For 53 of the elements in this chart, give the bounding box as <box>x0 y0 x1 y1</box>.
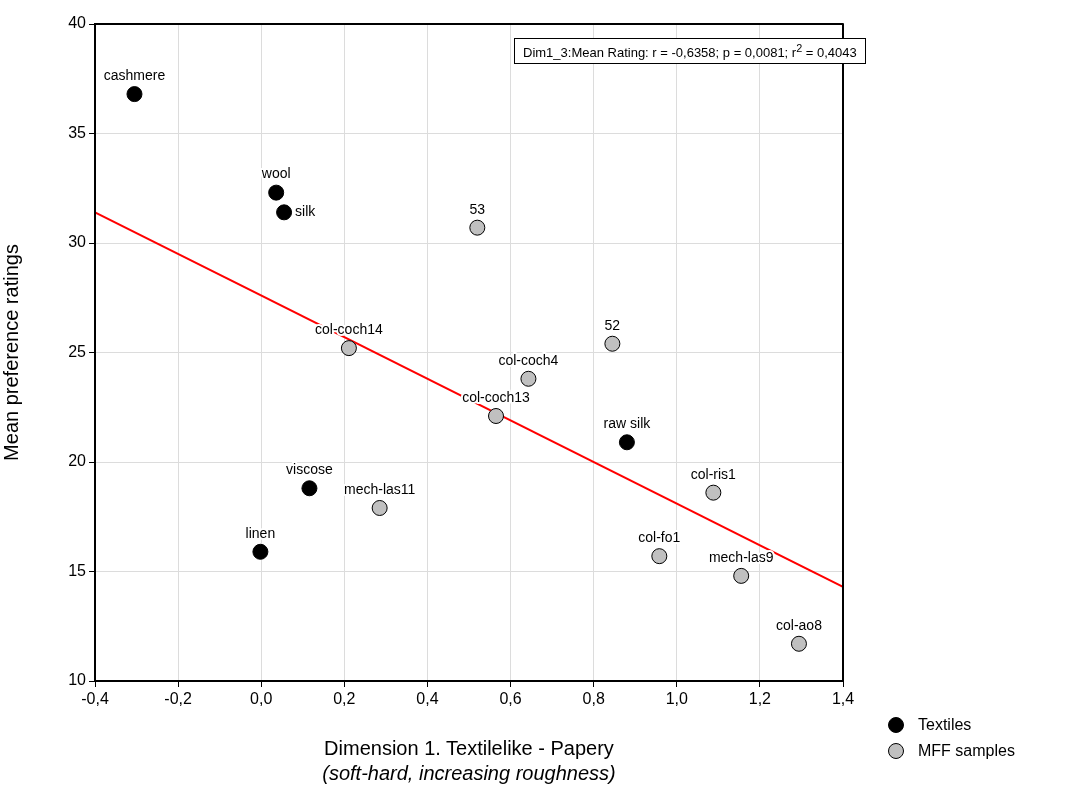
point <box>252 543 269 560</box>
point <box>371 499 388 516</box>
y-tick-label: 40 <box>68 14 87 32</box>
x-tick-label: -0,2 <box>164 690 192 708</box>
annotation: col-ris1 <box>690 465 737 482</box>
x-tick-label: 0,0 <box>250 690 273 708</box>
x-tick-label: -0,4 <box>81 690 109 708</box>
legend-label: MFF samples <box>918 742 1015 760</box>
annotation: col-coch4 <box>498 351 559 368</box>
x-tick-label: 0,4 <box>416 690 439 708</box>
annotation: raw silk <box>603 415 652 432</box>
point <box>790 635 807 652</box>
point <box>651 548 668 565</box>
y-tick-label: 35 <box>68 123 87 141</box>
point <box>301 480 318 497</box>
point <box>520 370 537 387</box>
point <box>733 567 750 584</box>
annotation: linen <box>245 524 276 541</box>
point <box>340 340 357 357</box>
legend-label: Textiles <box>918 716 972 734</box>
y-tick-label: 15 <box>68 561 87 579</box>
point <box>488 408 505 425</box>
y-axis-title: Mean preference ratings <box>0 244 22 461</box>
annotation: silk <box>295 203 317 220</box>
point <box>268 184 285 201</box>
annotation: col-coch13 <box>462 388 531 405</box>
annotation: mech-las9 <box>708 548 774 565</box>
x-tick-label: 1,4 <box>831 690 855 708</box>
annotation: 53 <box>469 200 486 217</box>
x-tick-label: 0,2 <box>333 690 356 708</box>
annotation: col-ao8 <box>775 616 823 633</box>
y-tick-label: 30 <box>68 233 87 251</box>
point <box>276 204 293 221</box>
point <box>618 434 635 451</box>
x-tick-label: 0,6 <box>499 690 522 708</box>
point <box>705 484 722 501</box>
annotation: Dim1_3:Mean Rating: r = -0,6358; p = 0,0081; r$^{2}$ = 0,4043 <box>514 38 866 65</box>
point <box>604 335 621 352</box>
y-tick-label: 25 <box>68 342 87 360</box>
x-tick-label: 1,2 <box>748 690 772 708</box>
y-tick-label: 20 <box>68 452 87 470</box>
x-tick-label: 0,8 <box>582 690 605 708</box>
point <box>126 86 143 103</box>
annotation: viscose <box>286 461 333 478</box>
annotation: wool <box>260 165 291 182</box>
annotation: cashmere <box>103 66 166 83</box>
x-tick-label: 1,0 <box>665 690 688 708</box>
annotation: 52 <box>604 316 621 333</box>
point <box>469 219 486 236</box>
annotation: col-fo1 <box>638 529 681 546</box>
annotation: mech-las11 <box>343 480 416 497</box>
x-axis-title: Dimension 1. Textilelike - Papery (soft-hard, increasing roughness) <box>321 736 617 786</box>
y-tick-label: 10 <box>68 671 87 689</box>
